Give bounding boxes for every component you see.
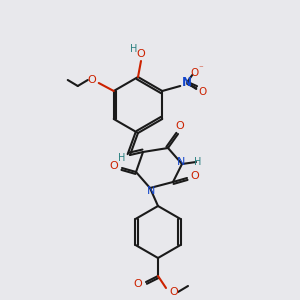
Text: O: O [198,87,206,97]
Text: O: O [136,49,146,59]
Text: O: O [134,279,142,289]
Text: O: O [176,121,184,131]
Text: H: H [118,153,126,163]
Text: O: O [190,68,198,78]
Text: N: N [147,186,155,196]
Text: H: H [130,44,138,54]
Text: O: O [169,287,178,297]
Text: O: O [110,161,118,171]
Text: N: N [182,76,192,89]
Text: O: O [87,75,96,85]
Text: ⁻: ⁻ [199,64,204,74]
Text: H: H [194,157,202,167]
Text: O: O [190,171,200,181]
Text: N: N [177,157,185,167]
